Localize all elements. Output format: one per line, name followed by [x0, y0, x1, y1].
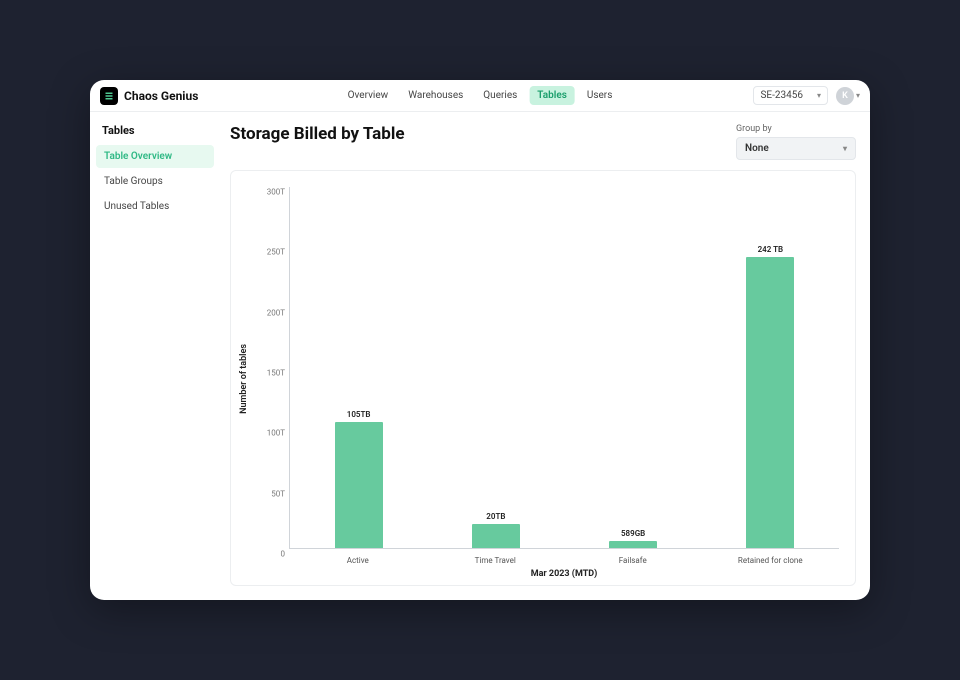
brand-logo-icon	[100, 87, 118, 105]
top-bar: Chaos Genius Overview Warehouses Queries…	[90, 80, 870, 112]
app-window: Chaos Genius Overview Warehouses Queries…	[90, 80, 870, 600]
bar-value-label: 242 TB	[758, 245, 784, 254]
bar-column: 242 TB	[710, 187, 831, 548]
nav-tables[interactable]: Tables	[529, 86, 575, 105]
nav-queries[interactable]: Queries	[475, 86, 525, 105]
ytick: 50T	[253, 489, 289, 498]
account-selector-value: SE-23456	[760, 90, 803, 101]
nav-overview[interactable]: Overview	[340, 86, 397, 105]
account-selector[interactable]: SE-23456 ▾	[753, 86, 828, 105]
nav-users[interactable]: Users	[579, 86, 621, 105]
chevron-down-icon: ▾	[817, 91, 821, 100]
chart: Number of tables 105TB 20TB 589GB 242 TB 0 5…	[239, 181, 843, 577]
xtick: Failsafe	[572, 556, 693, 565]
avatar-initial: K	[842, 91, 848, 101]
ytick: 150T	[253, 369, 289, 378]
ytick: 300T	[253, 188, 289, 197]
bar[interactable]	[609, 541, 657, 548]
bar-value-label: 20TB	[486, 512, 505, 521]
groupby-value: None	[745, 143, 769, 154]
user-menu[interactable]: K ▾	[836, 87, 860, 105]
xtick: Time Travel	[435, 556, 556, 565]
bar-column: 105TB	[298, 187, 419, 548]
topbar-right: SE-23456 ▾ K ▾	[753, 86, 860, 105]
bar[interactable]	[335, 422, 383, 548]
groupby-control: Group by None ▾	[736, 124, 856, 160]
chart-card: Number of tables 105TB 20TB 589GB 242 TB 0 5…	[230, 170, 856, 586]
main-content: Storage Billed by Table Group by None ▾ …	[220, 112, 870, 600]
ytick: 100T	[253, 429, 289, 438]
sidebar: Tables Table Overview Table Groups Unuse…	[90, 112, 220, 600]
avatar: K	[836, 87, 854, 105]
chevron-down-icon: ▾	[843, 144, 847, 153]
bar-column: 589GB	[573, 187, 694, 548]
groupby-select[interactable]: None ▾	[736, 137, 856, 160]
brand-name: Chaos Genius	[124, 89, 198, 103]
top-nav: Overview Warehouses Queries Tables Users	[340, 86, 621, 105]
sidebar-item-table-groups[interactable]: Table Groups	[96, 170, 214, 193]
page-title: Storage Billed by Table	[230, 124, 405, 144]
xtick: Active	[297, 556, 418, 565]
ytick: 0	[253, 550, 289, 559]
nav-warehouses[interactable]: Warehouses	[400, 86, 471, 105]
chevron-down-icon: ▾	[856, 91, 860, 100]
plot-area: 105TB 20TB 589GB 242 TB	[289, 187, 839, 549]
ytick: 250T	[253, 248, 289, 257]
sidebar-item-table-overview[interactable]: Table Overview	[96, 145, 214, 168]
chart-plot: 105TB 20TB 589GB 242 TB 0 50T 100T 150T 200T 250…	[253, 181, 843, 577]
xticks: Active Time Travel Failsafe Retained for cl…	[289, 556, 839, 565]
bar-value-label: 105TB	[347, 410, 371, 419]
bar-column: 20TB	[435, 187, 556, 548]
bar-value-label: 589GB	[621, 529, 645, 538]
chart-ylabel: Number of tables	[239, 344, 249, 414]
sidebar-item-unused-tables[interactable]: Unused Tables	[96, 195, 214, 218]
ytick: 200T	[253, 308, 289, 317]
app-body: Tables Table Overview Table Groups Unuse…	[90, 112, 870, 600]
sidebar-title: Tables	[96, 124, 214, 145]
groupby-label: Group by	[736, 124, 856, 134]
chart-xaxis-label: Mar 2023 (MTD)	[289, 569, 839, 579]
bar[interactable]	[746, 257, 794, 548]
bar[interactable]	[472, 524, 520, 548]
xtick: Retained for clone	[710, 556, 831, 565]
plot-bars: 105TB 20TB 589GB 242 TB	[290, 187, 839, 548]
main-header: Storage Billed by Table Group by None ▾	[224, 124, 856, 160]
brand[interactable]: Chaos Genius	[100, 87, 198, 105]
